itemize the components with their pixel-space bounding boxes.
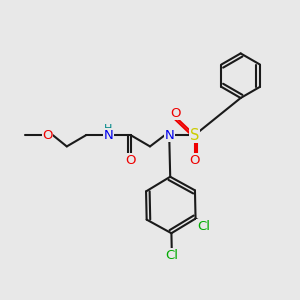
Text: S: S bbox=[190, 128, 199, 142]
Text: H: H bbox=[104, 124, 112, 134]
Text: O: O bbox=[170, 106, 181, 120]
Text: O: O bbox=[125, 154, 136, 167]
Text: O: O bbox=[42, 129, 53, 142]
Text: O: O bbox=[189, 154, 200, 166]
Text: N: N bbox=[103, 129, 113, 142]
Text: Cl: Cl bbox=[165, 249, 178, 262]
Text: N: N bbox=[164, 129, 174, 142]
Text: Cl: Cl bbox=[197, 220, 210, 233]
